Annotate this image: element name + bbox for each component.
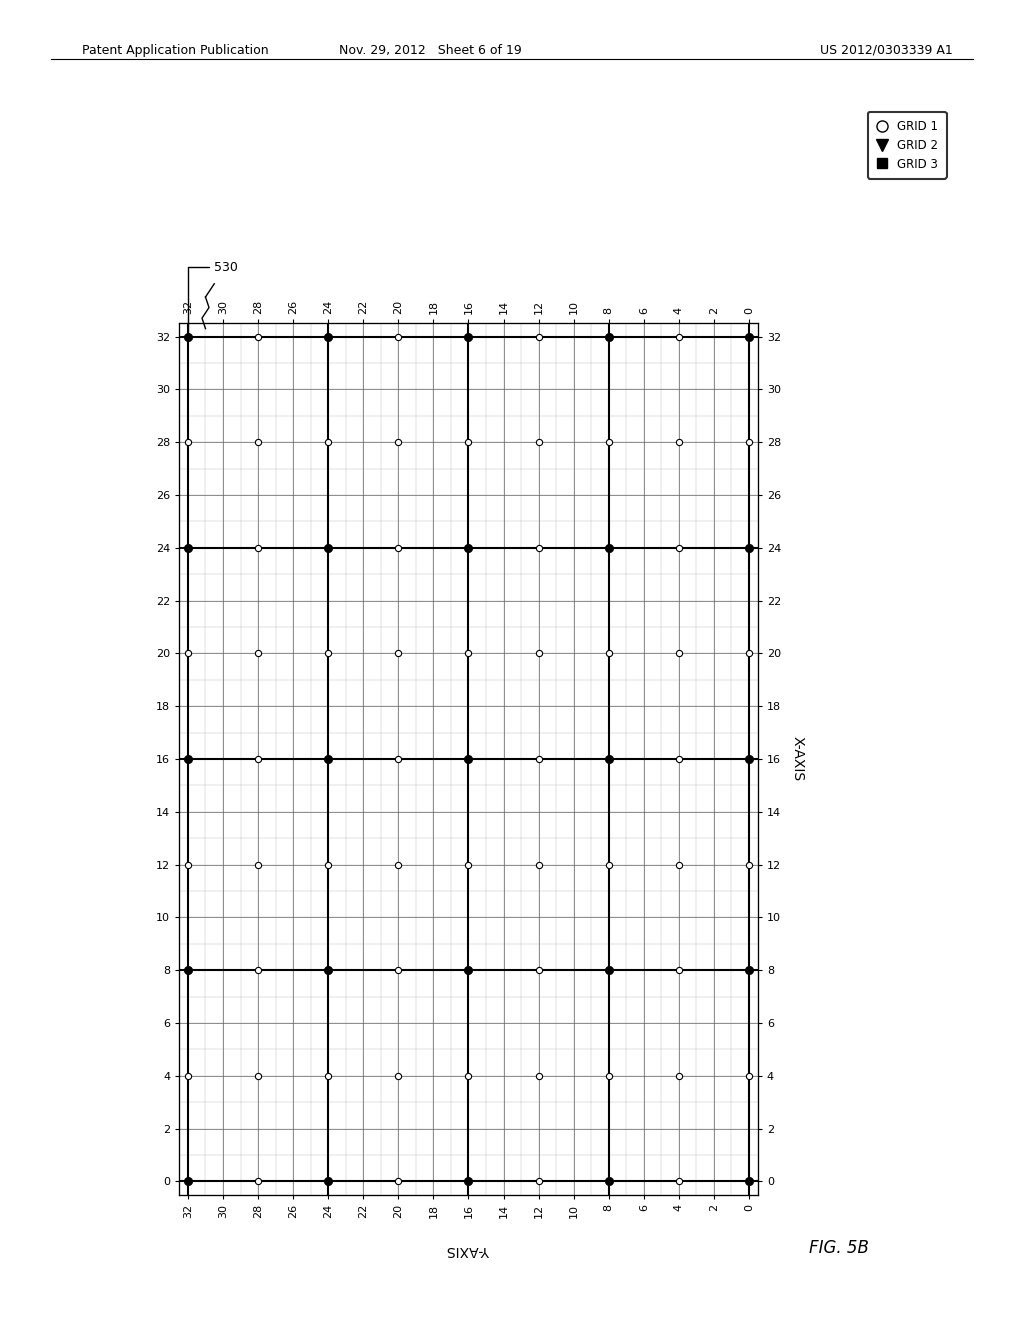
Text: US 2012/0303339 A1: US 2012/0303339 A1 [819, 44, 952, 57]
Text: Patent Application Publication: Patent Application Publication [82, 44, 268, 57]
Y-axis label: X-AXIS: X-AXIS [791, 737, 805, 781]
Legend: GRID 1, GRID 2, GRID 3: GRID 1, GRID 2, GRID 3 [867, 111, 946, 178]
Text: 530: 530 [188, 260, 239, 334]
Text: Nov. 29, 2012   Sheet 6 of 19: Nov. 29, 2012 Sheet 6 of 19 [339, 44, 521, 57]
X-axis label: Y-AXIS: Y-AXIS [446, 1243, 490, 1257]
Text: FIG. 5B: FIG. 5B [809, 1238, 868, 1257]
